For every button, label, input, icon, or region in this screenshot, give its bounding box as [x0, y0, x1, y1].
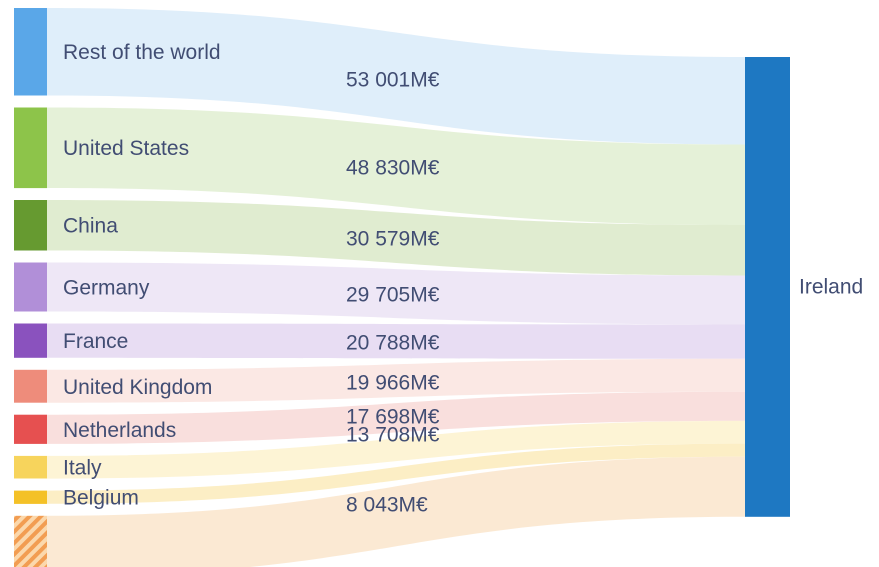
flow-belgium[interactable]	[47, 443, 745, 504]
value-label-united-states: 48 830M€	[346, 157, 440, 180]
flow-netherlands[interactable]	[47, 391, 745, 444]
source-label-rest-of-the-world: Rest of the world	[63, 41, 221, 64]
node-italy[interactable]	[14, 455, 47, 479]
source-label-germany: Germany	[63, 277, 150, 300]
flow-truncated[interactable]	[47, 456, 745, 567]
target-label: Ireland	[799, 275, 863, 298]
source-label-france: France	[63, 330, 128, 353]
node-china[interactable]	[14, 200, 47, 251]
flow-germany[interactable]	[47, 262, 745, 325]
flow-italy[interactable]	[47, 420, 745, 479]
node-united-states[interactable]	[14, 107, 47, 189]
flows-layer	[47, 8, 745, 567]
source-label-united-kingdom: United Kingdom	[63, 376, 212, 399]
flow-china[interactable]	[47, 200, 745, 276]
node-germany[interactable]	[14, 262, 47, 312]
value-label-belgium: 8 043M€	[346, 494, 428, 517]
flow-rest-of-the-world[interactable]	[47, 8, 745, 145]
node-france[interactable]	[14, 323, 47, 358]
value-label-united-kingdom: 19 966M€	[346, 372, 440, 395]
flow-france[interactable]	[47, 323, 745, 359]
node-rest-of-the-world[interactable]	[14, 8, 47, 96]
value-label-rest-of-the-world: 53 001M€	[346, 69, 440, 92]
labels-layer: Rest of the world 53 001M€ United States 48…	[63, 41, 863, 516]
source-label-netherlands: Netherlands	[63, 419, 176, 442]
source-label-italy: Italy	[63, 457, 102, 480]
value-label-china: 30 579M€	[346, 228, 440, 251]
value-label-italy: 13 708M€	[346, 424, 440, 447]
node-united-kingdom[interactable]	[14, 369, 47, 403]
node-truncated[interactable]	[14, 515, 47, 567]
value-label-netherlands: 17 698M€	[346, 406, 440, 429]
nodes-layer	[14, 8, 790, 567]
source-label-belgium: Belgium	[63, 487, 139, 510]
flow-united-states[interactable]	[47, 107, 745, 226]
source-label-china: China	[63, 215, 118, 238]
node-belgium[interactable]	[14, 490, 47, 504]
value-label-germany: 29 705M€	[346, 284, 440, 307]
node-netherlands[interactable]	[14, 414, 47, 444]
node-ireland[interactable]	[745, 57, 790, 517]
value-label-france: 20 788M€	[346, 332, 440, 355]
source-label-united-states: United States	[63, 137, 189, 160]
flow-united-kingdom[interactable]	[47, 358, 745, 403]
